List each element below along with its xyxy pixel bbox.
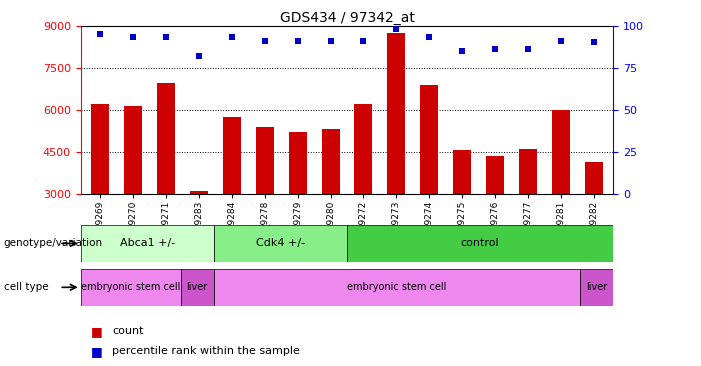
Bar xyxy=(453,150,471,194)
Point xyxy=(423,34,435,40)
Text: count: count xyxy=(112,326,144,336)
Bar xyxy=(190,191,208,194)
Bar xyxy=(420,85,438,194)
Bar xyxy=(347,225,613,262)
Point xyxy=(456,48,468,54)
Text: genotype/variation: genotype/variation xyxy=(4,238,102,249)
Text: control: control xyxy=(461,238,500,249)
Point xyxy=(358,38,369,44)
Text: liver: liver xyxy=(186,282,207,292)
Bar xyxy=(124,105,142,194)
Bar xyxy=(81,269,181,306)
Text: Abca1 +/-: Abca1 +/- xyxy=(120,238,175,249)
Bar xyxy=(256,127,274,194)
Bar xyxy=(519,149,537,194)
Point xyxy=(193,53,205,59)
Bar xyxy=(91,104,109,194)
Bar xyxy=(81,225,214,262)
Bar xyxy=(355,104,372,194)
Point xyxy=(489,46,501,52)
Bar xyxy=(181,269,214,306)
Point xyxy=(259,38,271,44)
Point xyxy=(325,38,336,44)
Point xyxy=(95,31,106,37)
Text: percentile rank within the sample: percentile rank within the sample xyxy=(112,346,300,356)
Text: ■: ■ xyxy=(91,345,103,358)
Point xyxy=(226,34,238,40)
Text: embryonic stem cell: embryonic stem cell xyxy=(81,282,180,292)
Point xyxy=(128,34,139,40)
Point xyxy=(522,46,533,52)
Bar xyxy=(214,225,347,262)
Bar xyxy=(387,33,405,194)
Point xyxy=(292,38,304,44)
Bar xyxy=(322,130,339,194)
Point xyxy=(555,38,566,44)
Point xyxy=(588,40,599,45)
Bar xyxy=(552,110,570,194)
Text: Cdk4 +/-: Cdk4 +/- xyxy=(256,238,305,249)
Bar xyxy=(486,156,504,194)
Point xyxy=(161,34,172,40)
Text: embryonic stem cell: embryonic stem cell xyxy=(347,282,447,292)
Bar xyxy=(580,269,613,306)
Text: cell type: cell type xyxy=(4,282,48,292)
Bar xyxy=(289,132,307,194)
Bar xyxy=(157,83,175,194)
Title: GDS434 / 97342_at: GDS434 / 97342_at xyxy=(280,11,414,25)
Point xyxy=(390,26,402,32)
Text: ■: ■ xyxy=(91,325,103,338)
Text: liver: liver xyxy=(586,282,607,292)
Bar xyxy=(214,269,580,306)
Bar xyxy=(585,162,603,194)
Bar xyxy=(223,117,241,194)
